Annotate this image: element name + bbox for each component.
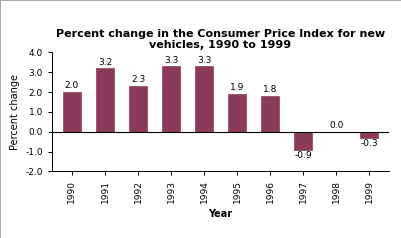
Text: 0.0: 0.0: [329, 121, 343, 130]
Bar: [195, 66, 213, 132]
Title: Percent change in the Consumer Price Index for new
vehicles, 1990 to 1999: Percent change in the Consumer Price Ind…: [56, 29, 385, 50]
Text: 2.3: 2.3: [131, 75, 145, 84]
Bar: [96, 68, 114, 132]
Bar: [360, 132, 378, 138]
X-axis label: Year: Year: [209, 209, 233, 219]
Bar: [228, 94, 246, 132]
Text: 3.3: 3.3: [164, 56, 178, 65]
Text: 2.0: 2.0: [65, 81, 79, 90]
Text: 1.9: 1.9: [230, 84, 244, 92]
Text: -0.9: -0.9: [294, 151, 312, 160]
Bar: [294, 132, 312, 149]
Y-axis label: Percent change: Percent change: [10, 74, 20, 150]
Bar: [162, 66, 180, 132]
Bar: [63, 92, 81, 132]
Text: 1.8: 1.8: [263, 85, 277, 94]
Bar: [129, 86, 147, 132]
Text: 3.3: 3.3: [197, 56, 211, 65]
Text: 3.2: 3.2: [98, 58, 112, 67]
Bar: [261, 96, 279, 132]
Text: -0.3: -0.3: [360, 139, 378, 148]
